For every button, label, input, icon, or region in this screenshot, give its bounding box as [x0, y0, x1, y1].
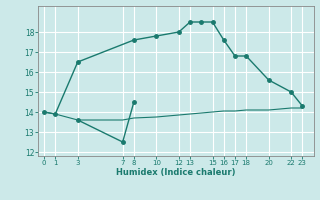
X-axis label: Humidex (Indice chaleur): Humidex (Indice chaleur)	[116, 168, 236, 177]
